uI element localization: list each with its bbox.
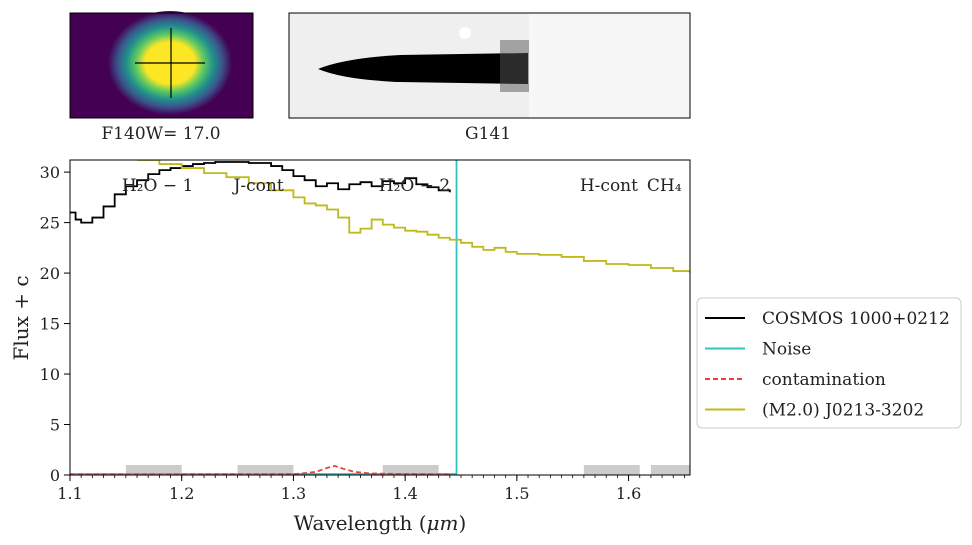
x-tick-label-2: 1.3 (281, 484, 306, 503)
series-group (70, 160, 690, 475)
y-tick-label-5: 25 (40, 214, 60, 233)
y-tick-label-1: 5 (50, 416, 60, 435)
x-axis-label-text: Wavelength ( (294, 511, 427, 535)
series-line-3 (137, 160, 690, 274)
shaded-region-4 (650, 465, 690, 475)
band-label-3: H-cont (580, 176, 638, 196)
shaded-region-2 (382, 465, 439, 475)
x-tick-label-4: 1.5 (504, 484, 529, 503)
band-label-4: CH₄ (647, 176, 682, 196)
x-tick-label-5: 1.6 (616, 484, 641, 503)
shaded-region-1 (237, 465, 294, 475)
legend-frame (696, 297, 962, 429)
band-label-1: J-cont (232, 176, 284, 196)
plot-frame (69, 159, 691, 476)
x-tick-label-3: 1.4 (392, 484, 417, 503)
series-line-1 (70, 160, 458, 475)
legend-label-0: COSMOS 1000+0212 (762, 309, 950, 329)
x-tick-label-0: 1.1 (57, 484, 82, 503)
y-tick-label-3: 15 (40, 315, 60, 334)
y-tick-label-2: 10 (40, 365, 60, 384)
plot-area: 1.1 1.2 1.3 1.4 1.5 1.6 0 5 10 15 20 25 30 H₂O − 1 J… (40, 159, 691, 503)
grism-image-caption: G141 (465, 124, 511, 144)
shaded-region-3 (583, 465, 640, 475)
y-tick-label-0: 0 (50, 466, 60, 485)
band-label-2: H₂O − 2 (379, 176, 450, 196)
legend-label-2: contamination (762, 370, 886, 390)
y-tick-label-4: 20 (40, 264, 60, 283)
y-axis-label: Flux + c (9, 275, 33, 360)
shaded-regions (125, 465, 690, 475)
series-line-2 (70, 464, 450, 475)
x-axis-label: Wavelength (μm) (294, 511, 467, 535)
legend: COSMOS 1000+0212 Noise contamination (M2.0)… (696, 297, 962, 429)
y-tick-label-6: 30 (40, 163, 60, 182)
shaded-region-0 (125, 465, 182, 475)
direct-image-caption: F140W= 17.0 (101, 124, 220, 144)
band-label-0: H₂O − 1 (122, 176, 193, 196)
series-line-0 (70, 161, 451, 224)
x-axis-label-unit: μm (427, 511, 459, 535)
legend-label-3: (M2.0) J0213-3202 (762, 401, 924, 421)
y-axis-ticks: 0 5 10 15 20 25 30 (40, 163, 70, 485)
grism-image-thumbnail (288, 12, 691, 119)
direct-image-thumbnail (69, 11, 254, 119)
x-axis-label-close: ) (459, 511, 467, 535)
band-labels: H₂O − 1 J-cont H₂O − 2 H-cont CH₄ (122, 176, 682, 196)
x-tick-label-1: 1.2 (169, 484, 194, 503)
legend-label-1: Noise (762, 340, 811, 360)
x-axis-ticks: 1.1 1.2 1.3 1.4 1.5 1.6 (57, 475, 685, 503)
